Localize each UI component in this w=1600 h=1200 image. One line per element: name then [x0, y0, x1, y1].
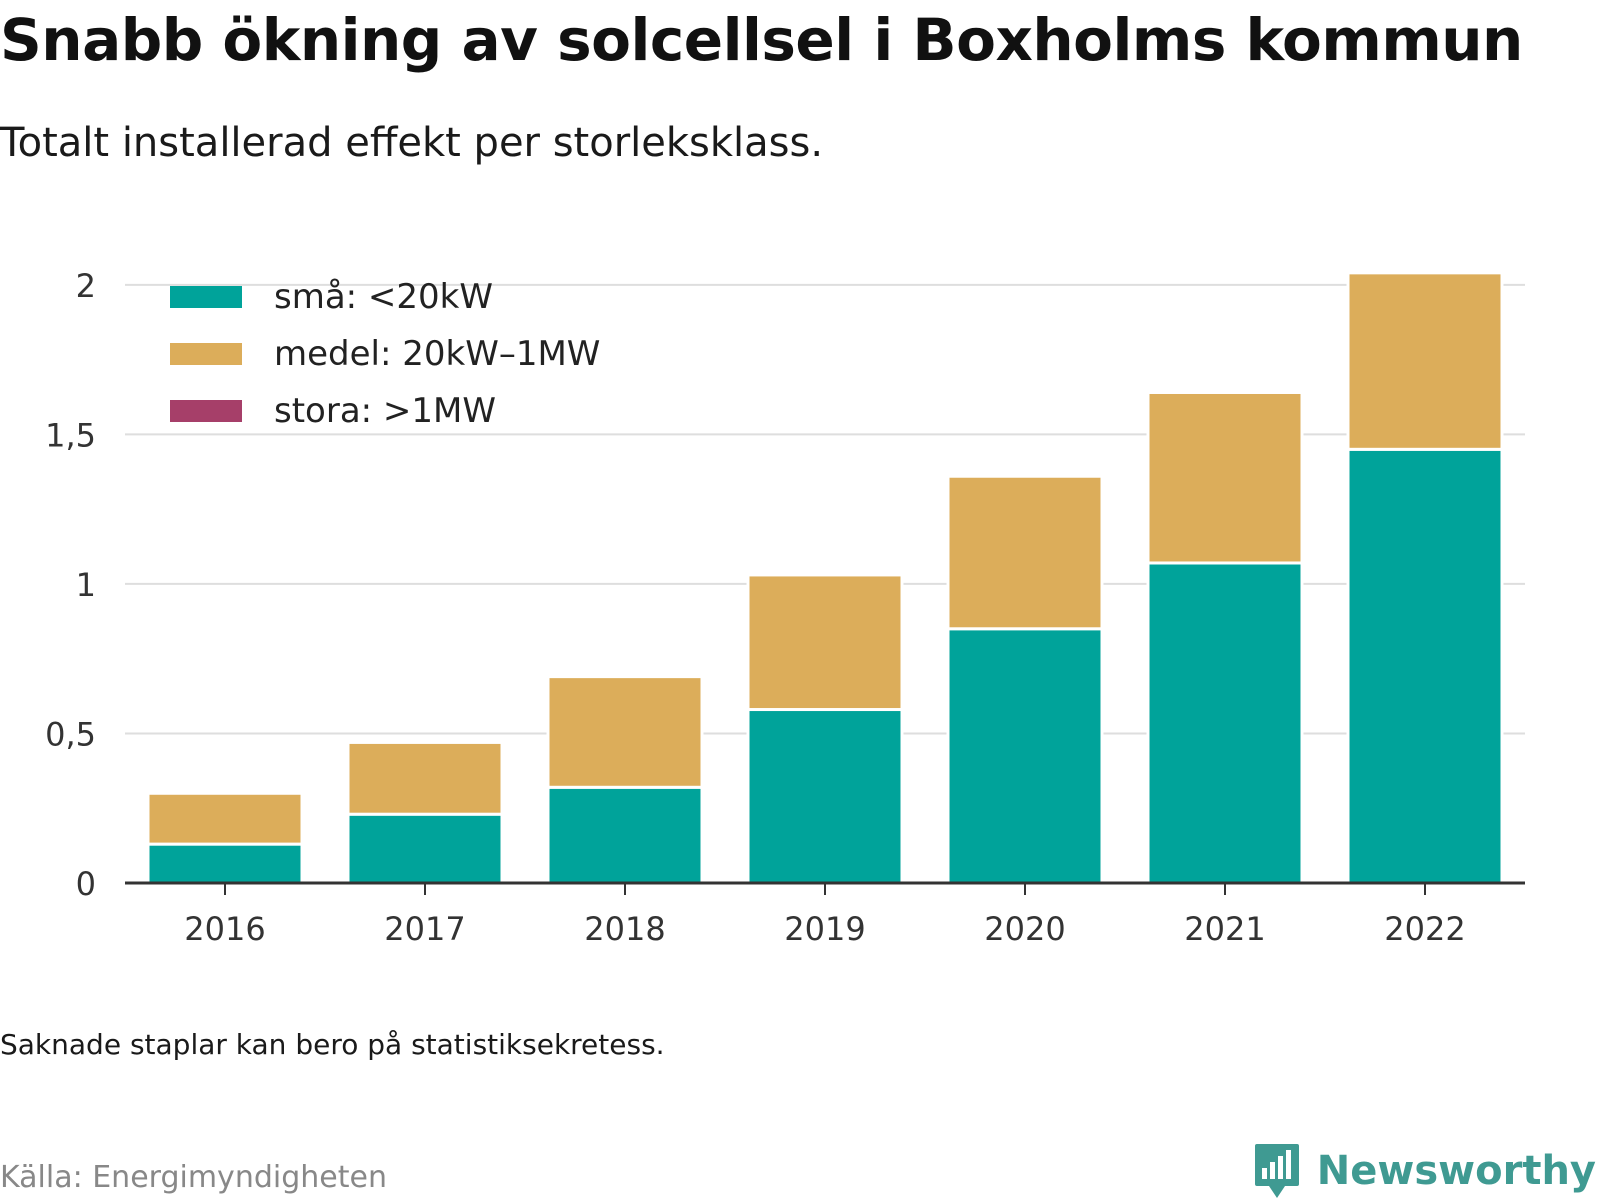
bar-segment: [1346, 271, 1504, 451]
bar-segment: [146, 791, 304, 846]
bar-segment: [346, 812, 504, 885]
bar-segment: [1346, 447, 1504, 885]
legend: små: <20kW medel: 20kW–1MW stora: >1MW: [170, 268, 600, 439]
bar-segment: [1146, 561, 1304, 885]
newsworthy-logo-icon: [1254, 1144, 1299, 1198]
bar-segment: [946, 627, 1104, 885]
x-tick-label: 2021: [1184, 910, 1265, 948]
legend-label-small: små: <20kW: [274, 276, 493, 317]
y-tick-label: 2: [76, 267, 96, 305]
bar-segment: [946, 474, 1104, 631]
bar-chart: 0 0,5 1 1,5 2 2016 2017 2018 2019 2020 2021 2022: [45, 267, 1525, 948]
legend-swatch-medium: [170, 342, 242, 365]
x-tick-label: 2017: [384, 910, 465, 948]
legend-swatch-large: [170, 399, 242, 422]
x-tick-label: 2019: [784, 910, 865, 948]
x-tick-label: 2018: [584, 910, 665, 948]
bar-segment: [746, 708, 904, 885]
legend-item-small: små: <20kW: [170, 268, 600, 325]
chart-subtitle: Totalt installerad effekt per storlekskl…: [0, 120, 824, 166]
source-credit: Källa: Energimyndigheten: [0, 1160, 387, 1195]
y-tick-label: 0,5: [45, 715, 96, 753]
x-tick-label: 2022: [1384, 910, 1465, 948]
bar-segment: [546, 675, 704, 789]
legend-label-large: stora: >1MW: [274, 390, 496, 431]
bar-segment: [746, 573, 904, 712]
axes: 0 0,5 1 1,5 2 2016 2017 2018 2019 2020 2021 2022: [45, 267, 1525, 948]
y-tick-label: 0: [76, 865, 96, 903]
bar-segment: [1146, 390, 1304, 565]
bar-segment: [346, 740, 504, 816]
chart-title: Snabb ökning av solcellsel i Boxholms ko…: [0, 6, 1523, 74]
legend-label-medium: medel: 20kW–1MW: [274, 333, 601, 374]
brand: Newsworthy: [1253, 1142, 1596, 1200]
bar-segment: [146, 842, 304, 885]
y-tick-label: 1,5: [45, 416, 96, 454]
bar-segment: [546, 785, 704, 885]
y-tick-label: 1: [76, 566, 96, 604]
legend-item-large: stora: >1MW: [170, 382, 600, 439]
x-tick-label: 2016: [184, 910, 265, 948]
legend-item-medium: medel: 20kW–1MW: [170, 325, 600, 382]
legend-swatch-small: [170, 285, 242, 308]
footnote: Saknade staplar kan bero på statistiksek…: [0, 1028, 665, 1061]
brand-name: Newsworthy: [1316, 1148, 1596, 1194]
x-tick-label: 2020: [984, 910, 1065, 948]
